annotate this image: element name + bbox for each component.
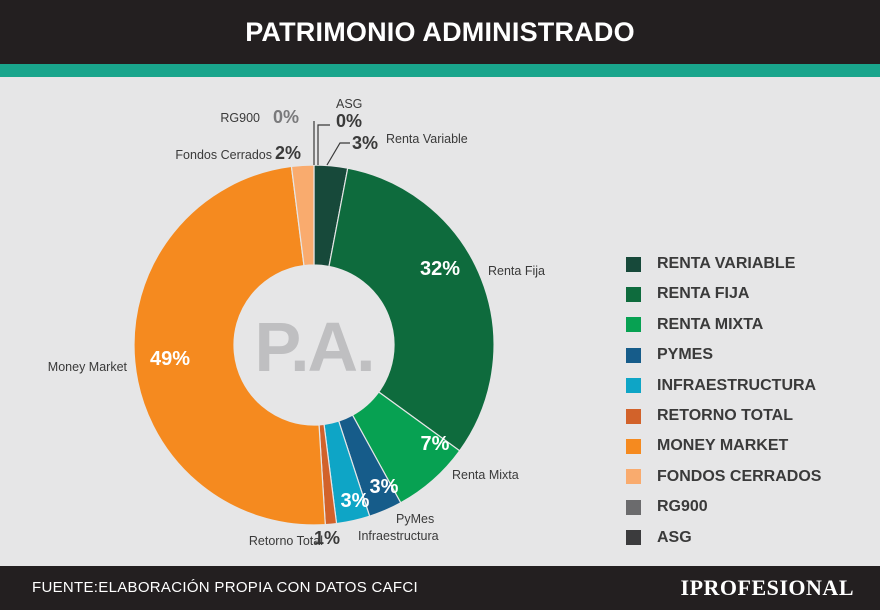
- name-label-asg: ASG: [336, 97, 362, 111]
- name-label-renta-variable: Renta Variable: [386, 132, 468, 146]
- name-label-infraestructura: Infraestructura: [358, 529, 439, 543]
- legend-swatch: [626, 408, 641, 424]
- pct-label-renta-variable: 3%: [352, 133, 378, 153]
- legend-swatch: [626, 347, 641, 363]
- leader-asg: [317, 124, 330, 165]
- name-label-renta-mixta: Renta Mixta: [452, 468, 519, 482]
- legend-item-retorno-total: RETORNO TOTAL: [626, 407, 793, 425]
- pct-label-fondos-cerrados: 2%: [275, 143, 301, 163]
- legend-label: PYMES: [657, 346, 714, 364]
- slice-renta-fija: [328, 167, 495, 452]
- legend-label: FONDOS CERRADOS: [657, 467, 822, 485]
- legend-item-rg900: RG900: [626, 498, 708, 516]
- legend-item-asg: ASG: [626, 529, 692, 547]
- legend-item-money-market: MONEY MARKET: [626, 437, 788, 455]
- chart-header: PATRIMONIO ADMINISTRADO: [0, 0, 880, 64]
- legend-swatch: [626, 286, 641, 302]
- slice-money-market: [133, 165, 326, 526]
- pct-label-pymes: 3%: [370, 476, 399, 498]
- name-label-pymes: PyMes: [396, 512, 434, 526]
- legend-item-infraestructura: INFRAESTRUCTURA: [626, 377, 816, 395]
- legend-label: RETORNO TOTAL: [657, 407, 793, 424]
- center-label: P.A.: [254, 308, 373, 386]
- name-label-money-market: Money Market: [48, 360, 128, 374]
- pct-label-renta-fija: 32%: [420, 258, 460, 280]
- accent-bar: [0, 64, 880, 77]
- name-label-renta-fija: Renta Fija: [488, 264, 545, 278]
- pct-label-money-market: 49%: [150, 348, 190, 370]
- pct-label-rg900: 0%: [273, 107, 299, 127]
- legend-swatch: [626, 317, 641, 333]
- name-label-fondos-cerrados: Fondos Cerrados: [175, 148, 272, 162]
- legend-label: RENTA MIXTA: [657, 315, 764, 333]
- brand-logo: IPROFESIONAL: [680, 575, 854, 600]
- name-label-rg900: RG900: [220, 111, 260, 125]
- legend-item-fondos-cerrados: FONDOS CERRADOS: [626, 468, 821, 486]
- pct-label-renta-mixta: 7%: [421, 433, 450, 455]
- pct-label-asg: 0%: [336, 111, 362, 131]
- legend-swatch: [626, 438, 641, 454]
- slice-fondos-cerrados: [290, 164, 315, 267]
- legend-item-renta-fija: RENTA FIJA: [626, 285, 749, 303]
- legend-label: MONEY MARKET: [657, 437, 789, 455]
- chart-area: P.A. 32% 7% 3% 3% 49% 3% Renta Variable Renta Fi…: [0, 77, 880, 566]
- legend-swatch: [626, 469, 641, 485]
- pct-label-infraestructura: 3%: [341, 490, 370, 512]
- name-label-retorno-total: Retorno Total: [249, 534, 323, 548]
- legend-swatch: [626, 499, 641, 515]
- legend-swatch: [626, 530, 641, 546]
- legend-item-renta-variable: RENTA VARIABLE: [626, 255, 795, 273]
- legend-swatch: [626, 378, 641, 394]
- leader-renta-variable: [326, 142, 350, 166]
- legend-label: INFRAESTRUCTURA: [657, 376, 817, 394]
- legend-label: RENTA VARIABLE: [657, 255, 796, 272]
- footer: FUENTE:ELABORACIÓN PROPIA CON DATOS CAFC…: [0, 566, 880, 610]
- pct-label-retorno-total: 1%: [314, 528, 340, 548]
- legend-label: RENTA FIJA: [657, 285, 750, 303]
- legend-item-pymes: PYMES: [626, 346, 713, 364]
- source-note: FUENTE:ELABORACIÓN PROPIA CON DATOS CAFC…: [32, 579, 418, 596]
- legend-label: RG900: [657, 498, 708, 516]
- legend-swatch: [626, 256, 641, 272]
- chart-title: PATRIMONIO ADMINISTRADO: [245, 16, 635, 47]
- legend-label: ASG: [657, 528, 692, 546]
- legend-item-renta-mixta: RENTA MIXTA: [626, 316, 763, 334]
